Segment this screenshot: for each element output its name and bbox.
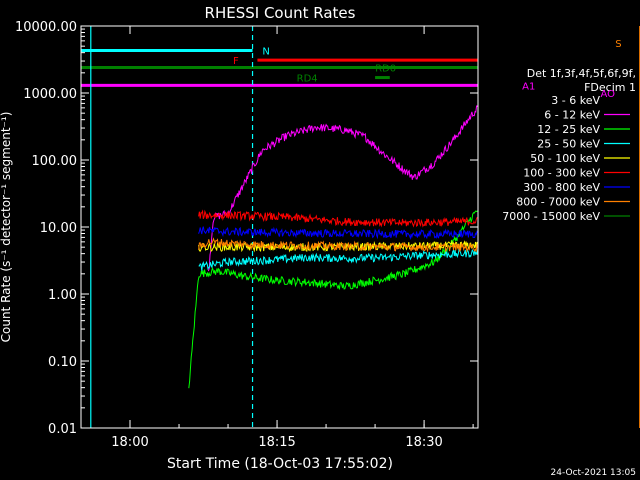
legend-entry-label: 7000 - 15000 keV — [502, 210, 600, 223]
y-tick-label: 10.00 — [40, 221, 77, 236]
x-tick-label: 18:30 — [405, 435, 442, 450]
flag-label-a1: A1 — [522, 81, 535, 92]
series-line-25-50-kev — [198, 248, 478, 271]
legend-title-line: FDecim 1 — [584, 81, 636, 94]
legend-entry-label: 6 - 12 keV — [544, 109, 600, 122]
legend-entry-label: 300 - 800 keV — [523, 181, 600, 194]
y-tick-label: 1000.00 — [23, 87, 77, 102]
flag-label-rd4: RD4 — [297, 74, 318, 85]
flag-lines — [81, 49, 478, 87]
legend-entry-label: 3 - 6 keV — [551, 94, 600, 107]
flag-labels: N F S RD0 RD4 A1 AO — [233, 39, 622, 100]
legend-entry-label: 12 - 25 keV — [537, 123, 600, 136]
legend-entry-label: 800 - 7000 keV — [516, 196, 600, 209]
x-tick-label: 18:15 — [258, 435, 295, 450]
y-tick-label: 0.01 — [48, 422, 77, 437]
series-line-6-12-kev — [207, 103, 478, 272]
legend-entry-label: 100 - 300 keV — [523, 167, 600, 180]
flag-label-n: N — [262, 47, 269, 58]
x-ticks: 18:00 18:15 18:30 — [80, 26, 474, 450]
y-axis-label: Count Rate (s⁻¹ detector⁻¹ segment⁻¹) — [0, 112, 13, 343]
y-ticks: 10000.00 1000.00 100.00 10.00 1.00 0.10 0.01 — [15, 20, 478, 437]
flag-label-s: S — [615, 39, 621, 50]
flag-label-ao: AO — [601, 89, 616, 100]
y-tick-label: 10000.00 — [15, 20, 77, 35]
series-line-3-6-kev — [207, 122, 478, 273]
flag-label-f: F — [233, 56, 239, 67]
y-tick-label: 1.00 — [48, 288, 77, 303]
legend: Det 1f,3f,4f,5f,6f,9f,FDecim 13 - 6 keV 6… — [502, 67, 636, 223]
y-tick-label: 100.00 — [32, 154, 78, 169]
series-line-300-800-kev — [198, 226, 478, 240]
x-tick-label: 18:00 — [111, 435, 148, 450]
y-tick-label: 0.10 — [48, 355, 77, 370]
series-line-12-25-kev — [188, 209, 478, 389]
series-line-100-300-kev — [198, 209, 478, 228]
series-line-800-7000-kev — [198, 237, 478, 253]
x-axis-label: Start Time (18-Oct-03 17:55:02) — [167, 456, 393, 472]
legend-title-line: Det 1f,3f,4f,5f,6f,9f, — [527, 67, 636, 80]
chart-title: RHESSI Count Rates — [205, 4, 356, 22]
flag-label-rd0: RD0 — [375, 64, 396, 75]
legend-entry-label: 50 - 100 keV — [530, 152, 600, 165]
series-layer — [188, 103, 478, 389]
legend-entry-label: 25 - 50 keV — [537, 138, 600, 151]
footer-timestamp: 24-Oct-2021 13:05 — [551, 468, 636, 478]
